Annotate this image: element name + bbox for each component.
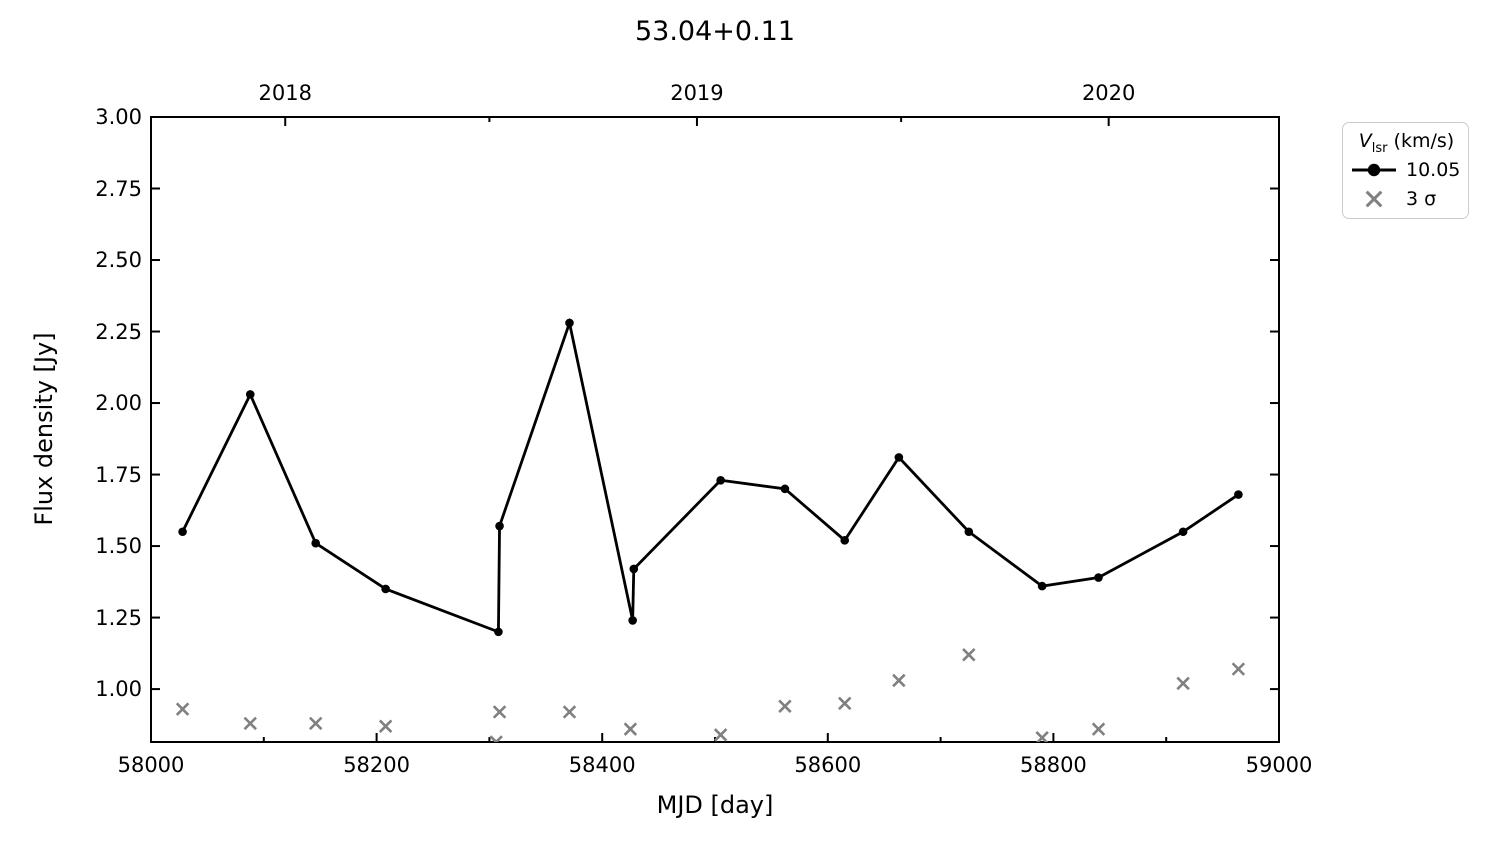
flux-point [178,527,187,537]
x-ticks-bottom [150,733,1280,742]
y-ticks-right [1270,116,1279,691]
flux-point [1178,527,1188,537]
y-ticks-left [151,116,160,691]
flux-point [716,475,725,485]
y-tick-label: 2.50 [95,248,142,273]
legend-entry-sigma: 3 σ [1351,184,1462,213]
y-tick-label: 1.50 [95,534,142,559]
x-tick-label: 58600 [794,753,862,777]
flux-point [840,536,850,545]
y-tick-label: 2.75 [95,176,142,201]
y-tick-label: 2.00 [95,391,142,416]
axes-spines [150,116,1280,743]
line-circle-marker-icon [1352,163,1396,176]
legend-label-sigma: 3 σ [1406,187,1437,210]
x-axis-label: MJD [day] [656,791,774,819]
flux-point [629,564,639,574]
x-marker-icon [1365,190,1383,207]
legend-label-flux: 10.05 [1406,158,1461,181]
flux-point [780,484,790,494]
sigma-markers [175,648,1246,742]
year-tick-label: 2020 [1081,81,1136,105]
flux-line [181,317,1240,634]
y-tick-label: 1.75 [95,462,142,487]
x-tick-label: 58200 [343,753,410,777]
y-tick-label: 1.25 [95,605,142,630]
y-tick-label: 1.00 [95,677,142,702]
flux-point [494,627,503,637]
flux-point [1094,573,1103,582]
x-tick-label: 58000 [117,753,185,777]
legend-entry-flux: 10.05 [1351,155,1462,184]
x-tick-label: 59000 [1245,753,1313,777]
flux-point [964,527,974,537]
flux-point [894,453,904,462]
y-tick-label: 2.25 [95,319,142,344]
flux-point [311,538,320,548]
flux-series [178,317,1243,637]
legend-title: Vlsr (km/s) [1358,130,1455,156]
flux-point [1037,581,1047,591]
flux-point [245,390,255,399]
flux-point [495,521,504,531]
y-tick-label: 3.00 [95,105,142,129]
flux-point [565,318,574,328]
flux-point [381,584,390,594]
x-tick-label: 58400 [568,753,636,777]
plot-title: 53.04+0.11 [634,16,796,47]
legend: Vlsr (km/s) 10.05 3 σ [1342,122,1469,219]
x-tick-label: 58800 [1019,753,1087,777]
year-tick-label: 2018 [258,81,312,105]
flux-point [1234,490,1243,499]
year-tick-label: 2019 [670,81,724,105]
year-ticks-top [284,117,1110,126]
flux-point [628,616,637,625]
